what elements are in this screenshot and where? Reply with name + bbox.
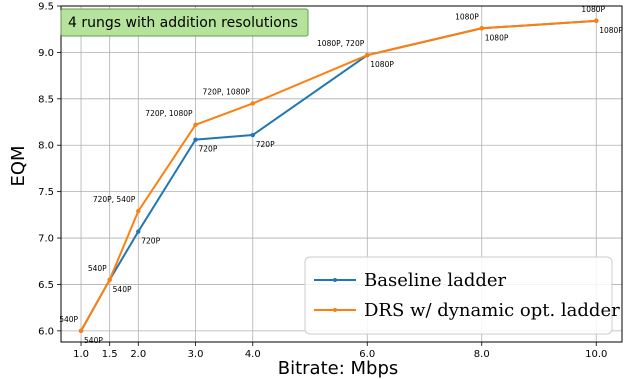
y-tick-label: 9.5	[38, 2, 54, 13]
drs-data-point	[365, 52, 370, 58]
y-tick-label: 8.5	[38, 94, 54, 105]
series-lines	[78, 18, 599, 334]
plot-frame	[60, 5, 623, 343]
legend-marker-drs	[333, 308, 337, 312]
y-tick-label: 9.0	[38, 48, 54, 59]
x-tick-label: 1.5	[102, 349, 118, 360]
x-tick-label: 1.0	[73, 349, 89, 360]
annotation-box: 4 rungs with addition resolutions	[60, 8, 309, 37]
drs-data-point	[479, 26, 484, 31]
x-tick-label: 3.0	[188, 349, 204, 360]
legend-label-baseline: Baseline ladder	[364, 270, 507, 291]
baseline-point-label: 540P	[84, 336, 103, 345]
baseline-data-point	[136, 229, 141, 234]
legend-label-drs: DRS w/ dynamic opt. ladder	[364, 300, 620, 321]
drs-point-label: 540P	[88, 264, 107, 273]
y-tick-label: 7.5	[38, 187, 54, 198]
baseline-point-label: 720P	[141, 237, 160, 246]
baseline-point-label: 1080P	[485, 33, 509, 42]
drs-data-point	[250, 101, 255, 106]
x-tick-label: 10.0	[585, 349, 607, 360]
x-tick-label: 8.0	[474, 349, 490, 360]
baseline-point-label: 720P	[199, 145, 218, 154]
y-tick-label: 7.0	[38, 234, 54, 245]
drs-point-label: 720P, 1080P	[203, 87, 251, 96]
baseline-data-point	[250, 132, 255, 138]
axis-ticks: 1.0 1.5 2.0 3.0 4.0 6.0 8.0 10.0 6.0 6.5 7.0 7.5 8.0…	[38, 2, 607, 361]
y-tick-label: 6.0	[38, 326, 54, 337]
drs-point-label: 540P	[59, 315, 78, 324]
baseline-point-label: 720P	[256, 140, 275, 149]
y-tick-label: 8.0	[38, 141, 54, 152]
drs-series-line	[80, 19, 597, 332]
y-axis-title: EQM	[8, 145, 29, 186]
y-tick-label: 6.5	[38, 280, 54, 291]
drs-data-point	[107, 277, 112, 283]
drs-data-point	[193, 122, 198, 128]
drs-point-label: 1080P	[455, 12, 479, 21]
drs-data-point	[78, 328, 84, 334]
x-tick-label: 6.0	[359, 349, 375, 360]
drs-point-label: 1080P	[581, 5, 605, 14]
baseline-point-label: 1080P	[599, 26, 623, 35]
drs-data-point	[136, 208, 141, 214]
annotation-text: 4 rungs with addition resolutions	[68, 15, 298, 31]
baseline-point-label: 540P	[113, 285, 132, 294]
drs-data-point	[594, 18, 599, 24]
drs-point-label: 720P, 1080P	[145, 109, 193, 118]
x-axis-title: Bitrate: Mbps	[278, 358, 399, 379]
x-tick-label: 4.0	[245, 349, 261, 360]
drs-point-label: 720P, 540P	[93, 195, 136, 204]
legend-marker-baseline	[333, 278, 337, 282]
x-tick-label: 2.0	[130, 349, 146, 360]
legend: Baseline ladder DRS w/ dynamic opt. ladd…	[304, 256, 620, 335]
baseline-point-label: 1080P	[370, 60, 394, 69]
baseline-data-point	[193, 137, 198, 142]
drs-point-label: 1080P, 720P	[317, 39, 365, 48]
point-labels: 540P 540P 720P 720P 720P 1080P 1080P 1080P 540P 5…	[59, 5, 623, 345]
